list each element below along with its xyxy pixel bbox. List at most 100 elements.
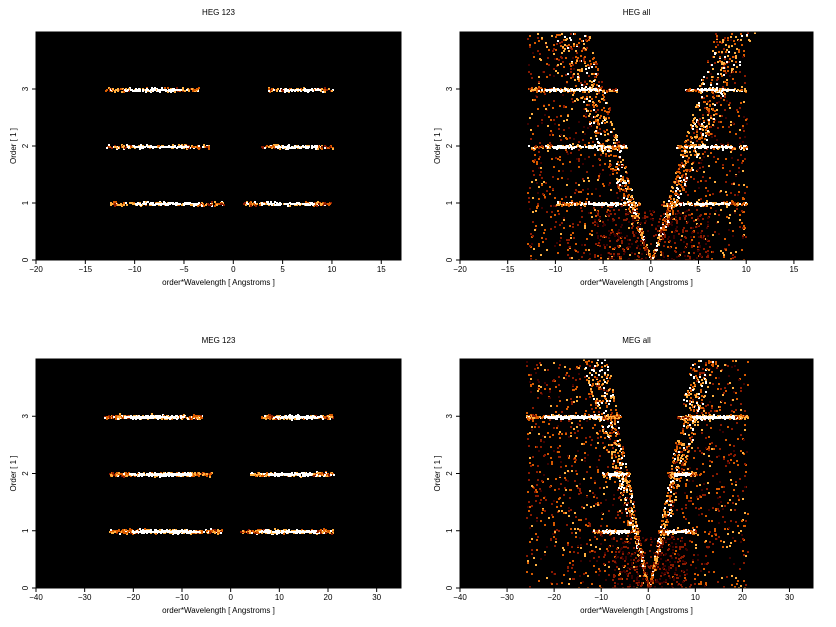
heatmap-cell: [676, 213, 678, 215]
heatmap-cell: [606, 244, 608, 246]
heatmap-cell: [732, 71, 734, 73]
heatmap-cell: [608, 215, 610, 217]
heatmap-cell: [720, 209, 722, 211]
heatmap-cell: [689, 258, 691, 260]
heatmap-cell: [532, 52, 534, 54]
heatmap-cell: [623, 253, 625, 255]
heatmap-cell: [703, 235, 705, 237]
heatmap-cell: [693, 245, 695, 247]
heatmap-cell: [114, 203, 116, 205]
heatmap-cell: [693, 220, 695, 222]
heatmap-cell: [284, 91, 286, 93]
heatmap-cell: [585, 113, 587, 115]
heatmap-cell: [608, 230, 610, 232]
heatmap-cell: [306, 89, 308, 91]
heatmap-cell: [531, 181, 533, 183]
heatmap-cell: [716, 109, 718, 111]
heatmap-cell: [701, 96, 703, 98]
x-tick-label: −15: [501, 265, 515, 274]
heatmap-cell: [738, 40, 740, 42]
heatmap-cell: [724, 37, 726, 39]
heatmap-cell: [632, 217, 634, 219]
heatmap-cell: [628, 212, 630, 214]
heatmap-cell: [588, 203, 590, 205]
heatmap-cell: [621, 185, 623, 187]
heatmap-cell: [317, 148, 319, 150]
heatmap-cell: [599, 89, 601, 91]
heatmap-cell: [175, 530, 177, 532]
heatmap-cell: [593, 73, 595, 75]
heatmap-cell: [686, 155, 688, 157]
heatmap-cell: [596, 126, 598, 128]
heatmap-cell: [670, 195, 672, 197]
heatmap-cell: [702, 79, 704, 81]
heatmap-cell: [587, 188, 589, 190]
heatmap-cell: [256, 203, 258, 205]
heatmap-cell: [249, 202, 251, 204]
plot-area-background: [36, 359, 401, 588]
heatmap-cell: [631, 202, 633, 204]
heatmap-cell: [602, 152, 604, 154]
heatmap-cell: [584, 133, 586, 135]
heatmap-cell: [730, 124, 732, 126]
heatmap-cell: [223, 204, 225, 206]
heatmap-cell: [746, 148, 748, 150]
heatmap-cell: [126, 144, 128, 146]
heatmap-cell: [723, 254, 725, 256]
heatmap-cell: [588, 142, 590, 144]
heatmap-cell: [599, 217, 601, 219]
heatmap-cell: [585, 249, 587, 251]
heatmap-cell: [268, 146, 270, 148]
heatmap-cell: [323, 528, 325, 530]
heatmap-cell: [567, 254, 569, 256]
heatmap-cell: [186, 203, 188, 205]
heatmap-cell: [681, 186, 683, 188]
heatmap-cell: [527, 123, 529, 125]
heatmap-cell: [738, 191, 740, 193]
heatmap-cell: [587, 177, 589, 179]
heatmap-cell: [649, 210, 651, 212]
heatmap-cell: [644, 249, 646, 251]
heatmap-cell: [624, 180, 626, 182]
heatmap-cell: [714, 181, 716, 183]
heatmap-cell: [728, 51, 730, 53]
heatmap-cell: [580, 154, 582, 156]
heatmap-cell: [701, 141, 703, 143]
heatmap-cell: [568, 205, 570, 207]
heatmap-cell: [586, 93, 588, 95]
heatmap-cell: [557, 72, 559, 74]
heatmap-cell: [677, 210, 679, 212]
heatmap-cell: [663, 203, 665, 205]
heatmap-cell: [679, 217, 681, 219]
heatmap-cell: [592, 165, 594, 167]
heatmap-cell: [729, 202, 731, 204]
heatmap-cell: [660, 254, 662, 256]
heatmap-cell: [637, 255, 639, 257]
heatmap-cell: [690, 136, 692, 138]
heatmap-cell: [621, 236, 623, 238]
heatmap-cell: [541, 207, 543, 209]
heatmap-cell: [714, 213, 716, 215]
heatmap-cell: [165, 146, 167, 148]
heatmap-cell: [170, 146, 172, 148]
heatmap-cell: [540, 162, 542, 164]
heatmap-cell: [292, 203, 294, 205]
heatmap-cell: [316, 202, 318, 204]
heatmap-cell: [700, 92, 702, 94]
heatmap-cell: [686, 210, 688, 212]
heatmap-cell: [725, 158, 727, 160]
heatmap-cell: [575, 250, 577, 252]
heatmap-cell: [606, 91, 608, 93]
heatmap-cell: [251, 532, 253, 534]
heatmap-cell: [325, 203, 327, 205]
heatmap-cell: [613, 139, 615, 141]
heatmap-cell: [611, 203, 613, 205]
heatmap-cell: [321, 146, 323, 148]
heatmap-cell: [696, 209, 698, 211]
heatmap-cell: [663, 213, 665, 215]
chart-title: HEG all: [623, 8, 651, 17]
heatmap-cell: [571, 204, 573, 206]
heatmap-cell: [570, 39, 572, 41]
y-axis-label: Order [ 1 ]: [433, 128, 442, 164]
heatmap-cell: [667, 255, 669, 257]
